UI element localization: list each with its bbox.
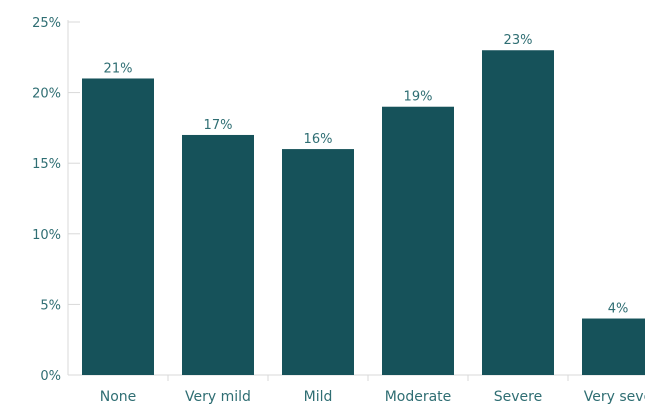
y-tick-label: 0% bbox=[40, 369, 61, 384]
x-axis-ticks: None Very mild Mild Moderate Severe Very seve bbox=[100, 375, 645, 405]
y-tick-label: 15% bbox=[32, 157, 61, 172]
x-tick-label: Moderate bbox=[385, 389, 452, 405]
data-labels: 21% 17% 16% 19% 23% 4% bbox=[104, 33, 629, 316]
data-label: 21% bbox=[104, 61, 133, 76]
bar bbox=[182, 134, 254, 375]
data-label: 16% bbox=[304, 132, 333, 147]
y-axis: 0% 5% 10% 15% 20% 25% bbox=[32, 16, 80, 384]
x-tick-label: None bbox=[100, 389, 137, 405]
y-tick-label: 5% bbox=[40, 298, 61, 313]
bar bbox=[482, 50, 554, 376]
data-label: 23% bbox=[504, 33, 533, 48]
x-tick-label: Severe bbox=[494, 389, 542, 405]
data-label: 19% bbox=[404, 90, 433, 105]
y-tick-label: 20% bbox=[32, 87, 61, 102]
data-label: 4% bbox=[608, 302, 629, 317]
y-tick-label: 10% bbox=[32, 228, 61, 243]
x-tick-label: Mild bbox=[304, 389, 333, 405]
x-tick-label: Very mild bbox=[185, 389, 251, 405]
bar bbox=[282, 149, 354, 375]
bar bbox=[382, 106, 454, 375]
x-tick-label: Very seve bbox=[584, 389, 645, 405]
data-label: 17% bbox=[204, 118, 233, 133]
y-axis-ticks: 0% 5% 10% 15% 20% 25% bbox=[32, 16, 80, 384]
x-axis: None Very mild Mild Moderate Severe Very seve bbox=[68, 374, 645, 405]
bar bbox=[82, 78, 154, 375]
bar bbox=[582, 318, 645, 375]
y-tick-label: 25% bbox=[32, 16, 61, 31]
bar-series bbox=[82, 50, 645, 376]
